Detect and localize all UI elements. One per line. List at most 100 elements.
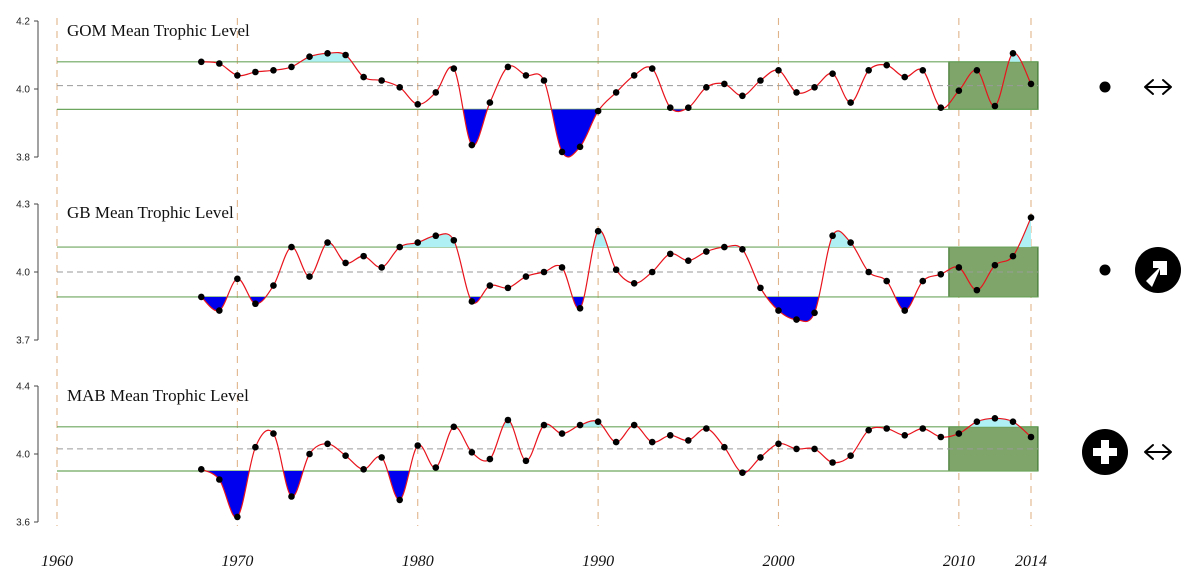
- above-band-fill: [291, 217, 1031, 248]
- data-point-2010: [955, 430, 963, 437]
- data-point-1974: [306, 53, 313, 60]
- data-point-1970: [234, 72, 241, 79]
- data-point-2004: [847, 99, 854, 106]
- data-point-1976: [342, 51, 349, 59]
- data-point-1982: [450, 423, 458, 431]
- data-point-1995: [684, 437, 692, 444]
- data-point-1996: [703, 84, 710, 91]
- data-point-1992: [630, 280, 638, 287]
- series-line: [201, 51, 1032, 158]
- above-band-fill: [300, 52, 1022, 62]
- data-point-1995: [684, 104, 692, 111]
- dot-icon: [1099, 264, 1111, 276]
- x-tick-label-2014: 2014: [1015, 553, 1047, 570]
- above-band-fill-group: [300, 52, 1022, 62]
- data-point-1987: [540, 77, 548, 84]
- x-tick-label-1970: 1970: [221, 553, 253, 570]
- y-tick-label: 4.0: [16, 85, 30, 96]
- data-point-1989: [576, 421, 584, 429]
- data-point-1972: [270, 430, 277, 437]
- data-point-1983: [468, 298, 476, 305]
- data-point-1991: [612, 266, 620, 274]
- data-point-2008: [919, 67, 927, 74]
- data-point-1974: [306, 450, 313, 458]
- data-point-1973: [288, 243, 295, 251]
- data-point-1997: [721, 243, 728, 251]
- data-point-2014: [1027, 214, 1035, 221]
- data-point-1993: [648, 268, 656, 276]
- data-point-1969: [216, 476, 223, 483]
- data-point-1972: [270, 67, 277, 74]
- data-point-2002: [811, 445, 818, 453]
- data-point-2012: [991, 102, 999, 110]
- below-band-fill-group: [201, 109, 1032, 157]
- panel-title: GOM Mean Trophic Level: [67, 21, 250, 40]
- data-point-1973: [288, 493, 295, 500]
- data-point-2009: [937, 433, 945, 441]
- data-point-1969: [216, 307, 223, 314]
- panel-title: MAB Mean Trophic Level: [67, 386, 249, 405]
- data-point-1994: [666, 432, 674, 439]
- status-icons: [1082, 79, 1181, 475]
- data-point-1996: [703, 248, 710, 255]
- data-point-1992: [630, 72, 638, 79]
- data-point-1984: [486, 455, 494, 463]
- data-point-1975: [324, 239, 331, 246]
- data-point-1986: [522, 457, 530, 465]
- data-point-2000: [775, 67, 782, 74]
- below-band-fill: [201, 109, 1032, 157]
- horizontal-double-arrow-icon: [1144, 444, 1172, 460]
- data-point-1991: [612, 438, 620, 446]
- panels: 4.2 4.0 3.8 GOM Mean Trophic Level 4.3 4.0 3.7…: [16, 17, 1039, 529]
- data-point-2013: [1009, 418, 1017, 426]
- data-point-2014: [1027, 433, 1035, 441]
- data-point-1981: [432, 464, 440, 471]
- data-point-1992: [630, 421, 638, 429]
- data-point-1981: [432, 89, 440, 96]
- data-point-1979: [396, 243, 404, 251]
- data-point-2003: [829, 459, 836, 466]
- data-point-2000: [775, 440, 782, 448]
- data-point-2008: [919, 425, 927, 432]
- data-point-2010: [955, 264, 963, 271]
- x-tick-label-2000: 2000: [762, 553, 794, 570]
- horizontal-double-arrow-icon: [1144, 79, 1172, 95]
- data-point-1991: [612, 89, 620, 96]
- data-point-1982: [450, 236, 458, 244]
- y-tick-label: 3.6: [16, 518, 30, 529]
- data-point-2014: [1027, 80, 1035, 88]
- data-point-2007: [901, 307, 909, 314]
- data-point-1994: [666, 104, 674, 111]
- data-point-1988: [558, 148, 566, 156]
- data-point-2002: [811, 309, 818, 317]
- above-band-fill-group: [453, 418, 1020, 427]
- data-point-1970: [234, 513, 241, 521]
- data-point-2005: [865, 67, 872, 74]
- data-point-1994: [666, 250, 674, 258]
- y-tick-label: 4.2: [16, 17, 30, 28]
- data-point-2009: [937, 104, 945, 111]
- data-point-2011: [973, 67, 981, 74]
- data-point-1971: [252, 443, 259, 451]
- data-point-1968: [197, 293, 205, 301]
- data-point-1993: [648, 65, 656, 72]
- data-point-1998: [739, 246, 746, 253]
- data-point-1999: [757, 77, 764, 84]
- data-point-2007: [901, 73, 909, 81]
- data-point-1997: [721, 80, 728, 88]
- data-point-2006: [883, 277, 891, 285]
- y-tick-label: 4.0: [16, 268, 30, 279]
- data-point-1981: [432, 232, 440, 240]
- data-point-1986: [522, 273, 530, 280]
- panel-title: GB Mean Trophic Level: [67, 203, 234, 222]
- data-point-1985: [504, 63, 512, 71]
- plus-circle-icon: [1082, 429, 1128, 475]
- data-point-1971: [252, 300, 259, 308]
- data-point-2004: [847, 239, 854, 246]
- y-tick-label: 4.4: [16, 382, 30, 393]
- dot-icon: [1099, 81, 1111, 93]
- data-point-1976: [342, 259, 349, 267]
- data-point-1999: [757, 454, 764, 461]
- data-point-1988: [558, 430, 566, 437]
